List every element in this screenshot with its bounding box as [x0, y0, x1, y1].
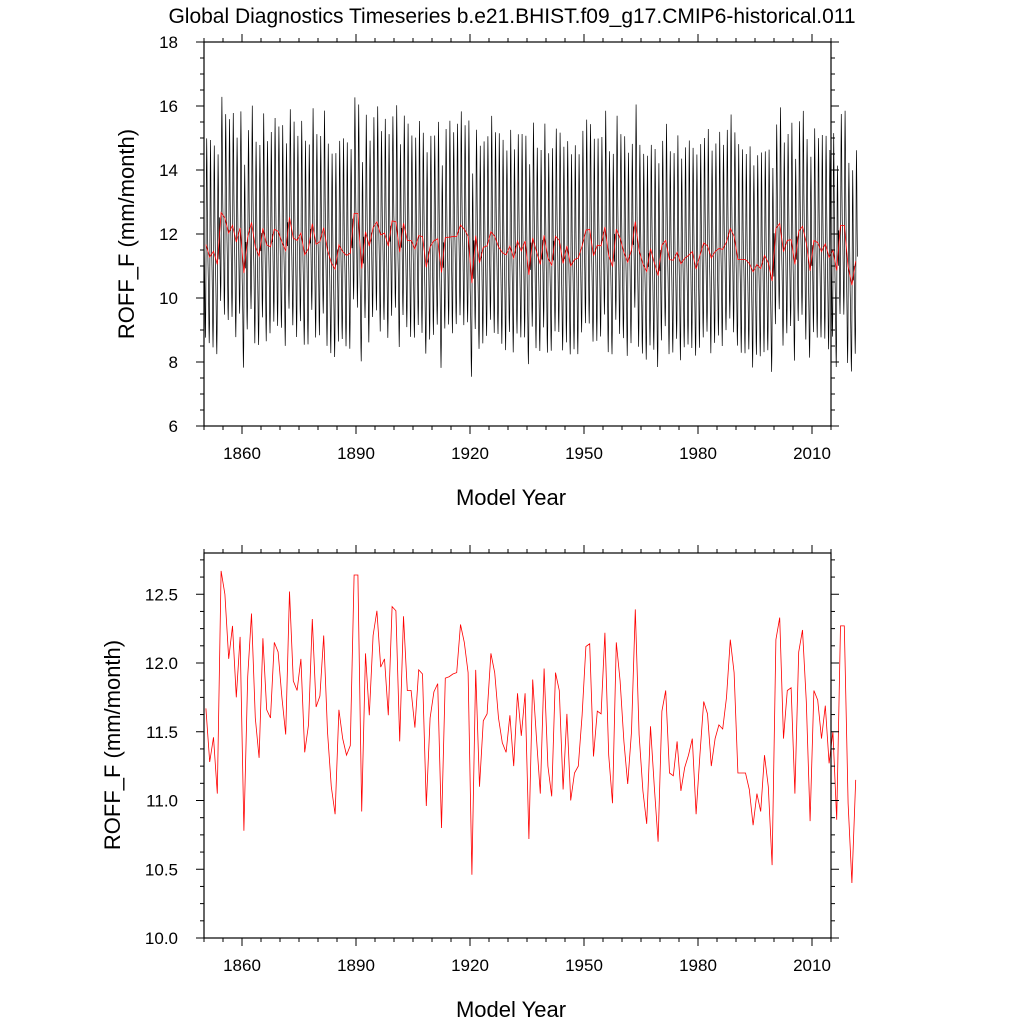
- bottom-y-tick-label: 11.0: [146, 792, 178, 811]
- top-y-axis-label: ROFF_F (mm/month): [114, 129, 139, 339]
- top-y-tick-label: 14: [159, 161, 178, 180]
- bottom-x-tick-label: 1890: [337, 956, 375, 975]
- bottom-y-tick-label: 10.5: [145, 860, 178, 879]
- top-panel: 1860 1890 1920 1950 1980 2010 6 8 10 12 14 16 18 Mod…: [114, 33, 858, 510]
- top-y-tick-label: 10: [159, 289, 178, 308]
- top-y-tick-label: 12: [159, 225, 178, 244]
- bottom-y-tick-label: 10.0: [145, 929, 178, 948]
- bottom-panel: 1860 1890 1920 1950 1980 2010 10.0 10.5 11.0 11.5…: [100, 545, 857, 1022]
- bottom-plot-frame: [203, 552, 832, 939]
- bottom-y-tick-label: 12.0: [145, 654, 178, 673]
- top-x-axis-label: Model Year: [456, 485, 566, 510]
- top-x-tick-label: 1920: [451, 444, 489, 463]
- bottom-x-tick-label: 2010: [793, 956, 831, 975]
- top-y-tick-label: 18: [159, 33, 178, 52]
- bottom-x-axis-label: Model Year: [456, 997, 566, 1022]
- bottom-series-group: [205, 570, 857, 884]
- annual-mean-series-line: [205, 570, 857, 884]
- annual-mean-series-line: [205, 211, 857, 286]
- top-x-tick-label: 1980: [679, 444, 717, 463]
- top-x-tick-label: 2010: [793, 444, 831, 463]
- bottom-x-tick-label: 1920: [451, 956, 489, 975]
- top-series-group: [203, 96, 858, 377]
- bottom-y-tick-label: 12.5: [145, 585, 178, 604]
- bottom-y-axis-label: ROFF_F (mm/month): [100, 640, 125, 850]
- bottom-x-tick-label: 1950: [565, 956, 603, 975]
- bottom-x-tick-label: 1860: [223, 956, 261, 975]
- top-ticks-group: 1860 1890 1920 1950 1980 2010 6 8 10 12 14 16 18: [159, 33, 839, 463]
- bottom-y-tick-label: 11.5: [146, 723, 178, 742]
- bottom-ticks-group: 1860 1890 1920 1950 1980 2010 10.0 10.5 11.0 11.5…: [145, 545, 839, 975]
- monthly-series-line: [203, 96, 858, 377]
- chart-title: Global Diagnostics Timeseries b.e21.BHIS…: [168, 5, 855, 28]
- bottom-x-tick-label: 1980: [679, 956, 717, 975]
- top-y-tick-label: 8: [169, 353, 178, 372]
- top-x-tick-label: 1860: [223, 444, 261, 463]
- top-y-tick-label: 6: [169, 417, 178, 436]
- top-x-tick-label: 1890: [337, 444, 375, 463]
- top-x-tick-label: 1950: [565, 444, 603, 463]
- top-y-tick-label: 16: [159, 97, 178, 116]
